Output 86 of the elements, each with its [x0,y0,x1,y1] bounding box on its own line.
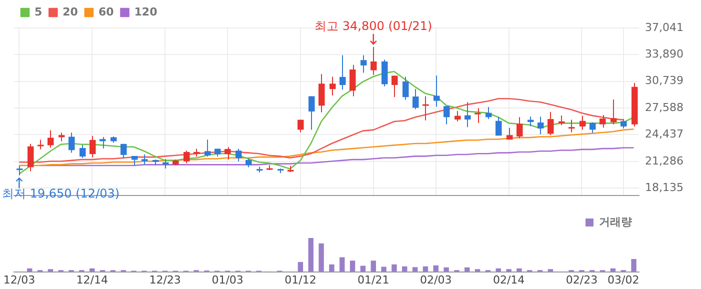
candlestick [610,98,617,125]
x-tick-label: 12/14 [76,273,108,286]
candlestick [600,114,606,128]
candlestick [120,143,127,160]
candlestick [580,115,586,130]
candlestick [454,110,461,122]
annotation: 최고 34,800 (01/21) [314,19,432,34]
y-tick-label: 30,739 [645,74,684,88]
legend-label: 20 [62,5,78,18]
candlestick [444,106,450,125]
y-tick-label: 27,588 [645,100,684,114]
legend-label: 120 [134,5,158,18]
candlestick [350,64,356,97]
candlestick [308,96,315,130]
candlestick [360,54,367,74]
candlestick [184,150,190,164]
bar [392,264,397,272]
candlestick [422,96,429,121]
x-tick-label: 12/03 [3,273,36,286]
candlestick [38,139,44,150]
bar [350,260,356,272]
y-tick-label: 21,286 [645,154,684,168]
candlestick [548,111,554,136]
x-tick-label: 03/02 [608,273,640,286]
candlestick [298,119,304,133]
candlestick [538,116,544,135]
bar [516,268,522,272]
candlestick [382,59,388,87]
bar [360,266,366,272]
x-tick-label: 01/03 [212,273,244,286]
y-tick-label: 37,041 [645,20,684,34]
candlestick [162,158,169,170]
bar [506,269,512,272]
candlestick [340,54,346,90]
candlestick [590,122,596,134]
candlestick [474,108,481,124]
candlestick [100,136,106,149]
candlestick [224,146,231,160]
legend-label: 거래량 [599,215,632,228]
candlestick [516,116,523,139]
candlestick [528,116,534,127]
bar [298,262,304,272]
candlestick [402,76,409,100]
bar [412,267,418,272]
y-tick-label: 33,890 [645,48,684,61]
legend-label: 60 [98,5,114,18]
candlestick [464,102,471,128]
candlestick [90,135,96,158]
bar [631,258,636,272]
candlestick [142,154,148,166]
x-tick-label: 01/12 [284,273,316,286]
candlestick [68,132,75,154]
candlestick [434,75,440,108]
bar [308,238,314,272]
x-tick-label: 02/23 [566,273,598,286]
candlestick [486,106,492,120]
bar [444,267,449,272]
candlestick [568,119,575,133]
candlestick [620,118,627,129]
y-tick-label: 18,135 [645,180,684,194]
candlestick [318,74,325,113]
y-tick-label: 24,437 [645,128,684,141]
candlestick [16,165,23,176]
annotation: 최저 19,650 (12/03) [2,186,120,200]
legend-label: 5 [34,5,42,18]
x-tick-label: 02/03 [420,273,452,286]
candlestick [496,116,502,136]
candlestick [28,143,34,172]
candlestick [558,115,565,126]
x-tick-label: 02/14 [492,273,525,286]
bar [318,243,324,272]
bar [381,266,386,272]
bar [340,257,345,272]
x-tick-label: 12/23 [149,273,181,286]
x-tick-label: 01/21 [358,273,390,286]
candlestick [48,130,54,148]
candlestick [370,46,377,76]
candlestick [412,88,419,110]
candlestick [236,148,242,162]
bar [329,264,334,272]
candlestick [330,76,336,96]
bar [433,265,438,272]
candlestick [204,139,211,158]
candlestick [80,144,86,158]
bar [370,260,376,272]
candlestick [392,75,398,98]
